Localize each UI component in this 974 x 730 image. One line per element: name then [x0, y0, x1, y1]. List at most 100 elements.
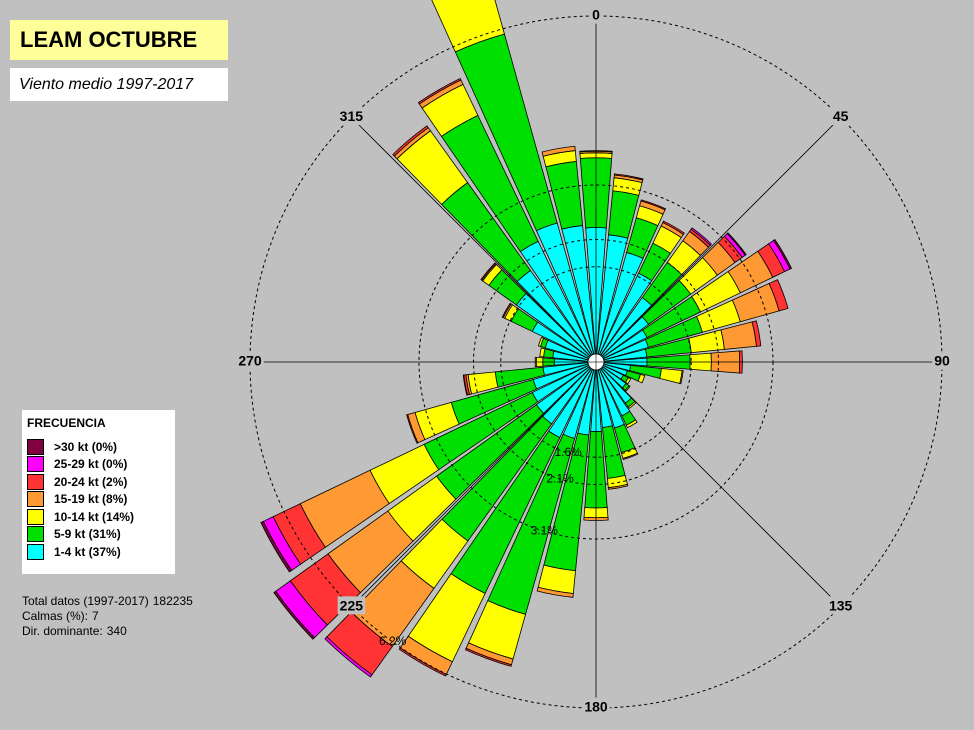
direction-label-bg [582, 697, 610, 716]
wind-bar-160-1519kt [622, 452, 639, 460]
wind-bar-310-2024kt [480, 262, 497, 281]
wind-bar-240-30kt [260, 520, 293, 573]
wind-bar-50-30kt [726, 232, 747, 256]
stat-dominant-label: Dir. dominante: [22, 624, 103, 638]
stat-total-value: 182235 [152, 594, 193, 608]
direction-label-bg [590, 5, 603, 24]
legend-swatch [27, 438, 44, 455]
ring-label-0: 1.6% [554, 445, 582, 459]
wind-bar-340-1014kt [431, 0, 505, 53]
wind-bar-230-30kt [273, 590, 316, 640]
direction-label-45: 45 [833, 108, 849, 124]
wind-rose-labels: 0 45 90 135 180 225 270 315 1.6% 2.1% 3.1% 6.2% [236, 5, 952, 716]
ring-2 [418, 184, 774, 540]
ring-label-2: 3.1% [531, 523, 559, 537]
direction-label-bg [830, 107, 851, 126]
chart-subtitle-text: Viento medio 1997-2017 [19, 75, 194, 93]
wind-bar-250-2024kt [406, 414, 419, 444]
direction-label-90: 90 [934, 353, 950, 369]
chart-title: LEAM OCTUBRE [10, 20, 228, 60]
stat-calms: Calmas (%): 7 [22, 609, 193, 624]
legend-title: FRECUENCIA [27, 416, 106, 430]
wind-bar-290-1014kt [537, 336, 545, 348]
legend-swatch [27, 491, 44, 508]
wind-bar-260-2529kt [462, 374, 468, 396]
direction-label-bg [826, 596, 855, 615]
direction-label-bg [337, 596, 366, 615]
legend: FRECUENCIA >30 kt (0%) 25-29 kt (0%) 20-… [22, 410, 175, 574]
stat-dominant-value: 340 [106, 624, 127, 638]
ring-1 [473, 239, 719, 485]
wind-bar-40-2529kt [690, 227, 713, 246]
chart-subtitle: Viento medio 1997-2017 [10, 68, 228, 101]
wind-bar-220-2529kt [324, 636, 373, 678]
wind-bar-120-1014kt [624, 376, 632, 385]
wind-bar-80-2024kt [751, 320, 762, 347]
legend-item: 10-14 kt (14%) [27, 508, 175, 526]
legend-swatch [27, 543, 44, 560]
wind-bar-60-30kt [772, 238, 793, 270]
wind-bar-190-1519kt [536, 586, 574, 598]
wind-bar-0-2024kt [579, 150, 613, 153]
legend-label: 1-4 kt (37%) [54, 544, 121, 559]
stat-calms-value: 7 [92, 609, 99, 623]
spoke-line-315 [351, 117, 597, 363]
spoke-line-45 [595, 117, 841, 363]
stat-dominant: Dir. dominante: 340 [22, 624, 193, 639]
direction-label-270: 270 [238, 353, 262, 369]
ring-label-3: 6.2% [379, 634, 407, 648]
legend-swatch [27, 456, 44, 473]
legend-item: 1-4 kt (37%) [27, 543, 175, 561]
ring-0 [500, 266, 692, 458]
legend-item: 5-9 kt (31%) [27, 526, 175, 544]
wind-bar-300-2024kt [501, 302, 512, 319]
wind-bar-150-1014kt [625, 419, 638, 429]
wind-bar-140-1014kt [627, 401, 637, 409]
wind-bar-30-2024kt [662, 220, 685, 235]
legend-swatch [27, 473, 44, 490]
wind-bar-320-2024kt [392, 125, 429, 157]
wind-bar-130-1014kt [624, 385, 631, 392]
wind-bar-350-1519kt [541, 145, 576, 157]
wind-bar-110-1014kt [637, 373, 646, 384]
legend-item: 20-24 kt (2%) [27, 473, 175, 491]
wind-bar-200-2024kt [464, 647, 512, 667]
wind-bar-70-2024kt [768, 279, 789, 312]
direction-label-225: 225 [340, 597, 364, 613]
direction-label-0: 0 [592, 7, 600, 23]
wind-bar-170-1519kt [607, 483, 629, 490]
legend-item: 15-19 kt (8%) [27, 491, 175, 509]
stat-total: Total datos (1997-2017) 182235 [22, 594, 193, 609]
spoke-line-225 [351, 361, 597, 607]
legend-label: >30 kt (0%) [54, 439, 118, 454]
ring-label-1: 2.1% [547, 471, 575, 485]
legend-item: >30 kt (0%) [27, 438, 175, 456]
stats-block: Total datos (1997-2017) 182235 Calmas (%… [22, 594, 193, 639]
direction-label-bg [236, 351, 264, 370]
legend-swatch [27, 526, 44, 543]
legend-label: 15-19 kt (8%) [54, 492, 128, 507]
wind-bar-20-2024kt [640, 199, 667, 211]
spoke-line-135 [595, 361, 841, 607]
legend-swatch [27, 508, 44, 525]
direction-label-180: 180 [584, 699, 608, 715]
legend-label: 5-9 kt (31%) [54, 527, 121, 542]
wind-bar-100-1014kt [659, 367, 683, 384]
direction-label-315: 315 [340, 108, 364, 124]
wind-bar-330-2024kt [417, 77, 462, 105]
legend-label: 25-29 kt (0%) [54, 457, 128, 472]
chart-title-text: LEAM OCTUBRE [20, 27, 198, 52]
wind-bar-280-1014kt [539, 347, 546, 358]
direction-label-bg [932, 351, 952, 370]
wind-bar-100-1519kt [679, 370, 684, 385]
legend-label: 10-14 kt (14%) [54, 509, 135, 524]
legend-label: 20-24 kt (2%) [54, 474, 128, 489]
wind-rose-bars [260, 0, 793, 678]
stat-calms-label: Calmas (%): [22, 609, 89, 623]
wind-bar-10-2024kt [613, 173, 644, 181]
direction-label-bg [337, 107, 366, 126]
legend-item: 25-29 kt (0%) [27, 456, 175, 474]
direction-label-135: 135 [829, 597, 853, 613]
stat-total-label: Total datos (1997-2017) [22, 594, 149, 608]
